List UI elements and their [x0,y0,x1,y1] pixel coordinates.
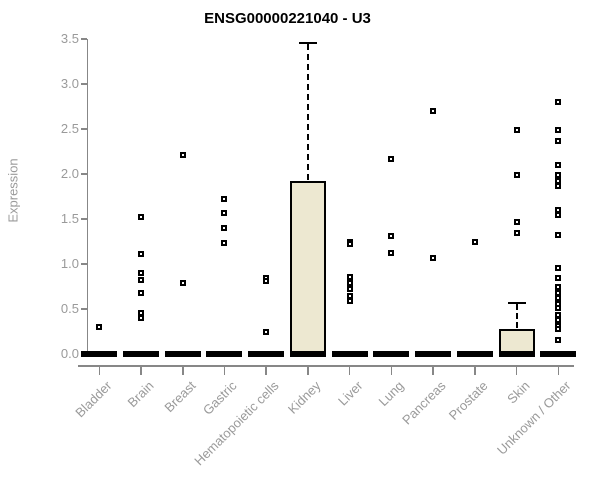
median-bar [373,351,410,357]
outlier-point [555,336,562,343]
upper-whisker [306,43,309,181]
outlier-point [346,286,353,293]
median-bar [540,351,577,357]
median-bar [123,351,160,357]
upper-whisker [515,303,518,328]
outlier-point [346,273,353,280]
outlier-point [513,171,520,178]
median-bar [81,351,118,357]
outlier-point [138,309,145,316]
outlier-point [471,239,478,246]
whisker-cap [507,301,526,304]
y-axis-line [86,39,88,354]
box-iqr [289,181,326,357]
outlier-point [179,279,186,286]
x-axis-tick [557,366,560,375]
outlier-point [263,278,270,285]
outlier-point [555,275,562,282]
outlier-point [430,254,437,261]
x-axis-tick [223,366,226,375]
outlier-point [138,270,145,276]
outlier-point [221,240,228,247]
outlier-point [513,230,520,237]
outlier-point [388,250,395,257]
median-bar [206,351,243,357]
outlier-point [513,126,520,133]
outlier-point [138,251,145,258]
x-axis-tick [515,366,518,375]
y-tick-label: 3.5 [60,31,79,46]
y-tick-label: 3.0 [60,76,79,91]
outlier-point [388,233,395,240]
outlier-point [430,108,437,114]
y-axis-tick [80,38,87,40]
outlier-point [555,289,562,296]
outlier-point [263,329,270,336]
median-bar [289,351,326,357]
outlier-point [221,209,228,216]
chart-title: ENSG00000221040 - U3 [204,10,371,27]
y-axis-tick [80,128,87,130]
outlier-point [138,277,145,284]
outlier-point [138,289,145,296]
median-bar [164,351,201,357]
median-bar [331,351,368,357]
y-axis-tick [80,173,87,175]
outlier-point [179,152,186,159]
outlier-point [555,284,562,291]
x-axis-tick [474,366,476,375]
outlier-point [555,99,562,105]
outlier-point [221,196,228,203]
outlier-point [555,162,562,168]
outlier-point [555,264,562,271]
x-axis-tick [432,366,434,375]
outlier-point [138,315,145,321]
outlier-point [513,218,520,225]
median-bar [248,351,285,357]
y-axis-label: Expression [5,158,21,223]
outlier-point [555,295,562,302]
outlier-point [346,297,353,304]
outlier-point [555,305,562,312]
y-tick-label: 0.0 [60,346,79,361]
outlier-point [555,182,562,189]
y-tick-label: 2.0 [60,166,79,181]
x-axis-tick [265,366,267,375]
outlier-point [346,292,353,299]
outlier-point [346,241,353,248]
y-tick-label: 2.5 [60,121,79,136]
outlier-point [555,211,562,218]
x-axis-tick [140,366,142,375]
x-axis-tick [390,366,393,375]
median-bar [498,351,535,357]
x-axis-tick [182,366,184,375]
outlier-point [555,137,562,144]
outlier-point [555,325,562,332]
x-axis-tick [307,366,309,375]
y-axis-tick [80,83,87,85]
x-axis-tick [348,366,351,375]
outlier-point [555,316,562,323]
outlier-point [221,225,228,231]
y-tick-label: 1.5 [60,211,79,226]
x-axis-tick [98,366,101,375]
outlier-point [138,214,145,221]
outlier-point [388,155,395,162]
outlier-point [346,279,353,286]
y-axis-tick [80,218,87,220]
x-axis-line [78,365,574,367]
outlier-point [555,126,562,133]
y-axis-tick [80,263,87,265]
whisker-cap [298,41,317,44]
y-axis-tick [80,308,87,310]
median-bar [456,351,493,357]
outlier-point [555,171,562,178]
outlier-point [555,232,562,239]
y-tick-label: 1.0 [60,256,79,271]
outlier-point [96,324,103,330]
median-bar [415,351,452,357]
y-tick-label: 0.5 [60,301,79,316]
